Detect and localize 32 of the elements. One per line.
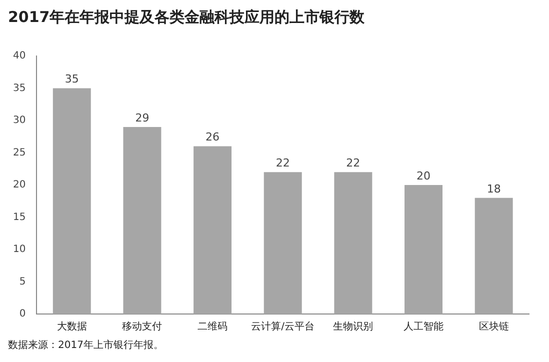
bar [52, 88, 91, 314]
x-tick-label: 区块链 [478, 320, 509, 333]
x-tick-label: 云计算/云平台 [251, 320, 315, 333]
data-label: 35 [64, 72, 79, 86]
y-tick-label: 35 [12, 82, 26, 94]
chart-title: 2017年在年报中提及各类金融科技应用的上市银行数 [8, 8, 365, 27]
y-tick-label: 10 [12, 244, 26, 256]
data-label: 26 [206, 130, 220, 144]
x-tick-label: 生物识别 [333, 320, 374, 333]
bar [264, 172, 302, 314]
data-label: 18 [486, 182, 501, 196]
data-label: 22 [346, 156, 360, 170]
y-tick-label: 40 [12, 50, 26, 62]
y-tick-label: 5 [19, 276, 26, 288]
x-tick-label: 移动支付 [122, 320, 162, 333]
bar [404, 185, 442, 314]
bar [123, 126, 162, 314]
y-tick-label: 25 [12, 147, 26, 158]
y-tick-label: 0 [19, 308, 26, 320]
x-tick-label: 二维码 [198, 320, 228, 333]
x-tick-label: 大数据 [56, 320, 87, 333]
bar [194, 146, 232, 314]
source-note: 数据来源：2017年上市银行年报。 [8, 338, 164, 352]
y-tick-label: 20 [12, 180, 26, 191]
x-tick-label: 人工智能 [404, 320, 444, 333]
data-label: 29 [135, 111, 150, 124]
data-label: 20 [416, 169, 431, 182]
bar [474, 198, 513, 314]
data-label: 22 [276, 156, 290, 170]
y-tick-label: 15 [12, 212, 26, 223]
y-tick-label: 30 [12, 115, 26, 126]
bar [334, 172, 372, 314]
